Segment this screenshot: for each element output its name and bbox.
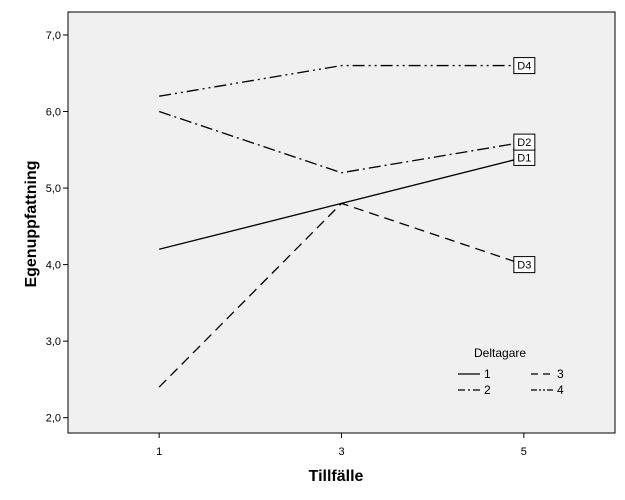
x-tick-label: 3 — [338, 446, 344, 458]
end-label-D1: D1 — [513, 148, 536, 166]
end-label-D4: D4 — [513, 57, 536, 75]
y-tick-label: 7,0 — [46, 30, 61, 42]
x-axis: 1 3 5 — [156, 433, 527, 458]
legend-title: Deltagare — [474, 346, 526, 360]
series-layer — [158, 64, 525, 388]
end-label-text: D4 — [517, 61, 531, 73]
y-tick-label: 6,0 — [46, 107, 61, 119]
end-label-box — [513, 133, 536, 151]
legend-label-1: 1 — [484, 367, 491, 381]
y-tick-label: 3,0 — [46, 336, 61, 348]
end-label-box — [513, 256, 536, 274]
end-label-text: D1 — [517, 152, 531, 164]
x-axis-title: Tillfälle — [309, 468, 364, 485]
end-label-D2: D2 — [513, 133, 536, 151]
legend-label-2: 2 — [484, 383, 491, 397]
end-label-text: D3 — [517, 260, 531, 272]
legend-label-3: 3 — [557, 367, 564, 381]
y-axis-title: Egenuppfattning — [23, 160, 40, 287]
end-label-box — [513, 57, 536, 75]
plot-area — [67, 11, 616, 434]
end-label-text: D2 — [517, 137, 531, 149]
y-tick-label: 2,0 — [46, 413, 61, 425]
legend-label-4: 4 — [557, 383, 564, 397]
series-line-3 — [158, 202, 525, 388]
end-labels: D1 D2 D3 D4 — [513, 57, 536, 274]
x-tick-label: 1 — [156, 446, 162, 458]
y-tick-label: 5,0 — [46, 183, 61, 195]
legend: Deltagare 1 2 3 4 — [458, 346, 564, 397]
series-line-2 — [158, 110, 524, 174]
y-tick-label: 4,0 — [46, 260, 61, 272]
y-axis: 2,0 3,0 4,0 5,0 6,0 7,0 — [46, 30, 68, 425]
end-label-D3: D3 — [513, 256, 536, 274]
x-tick-label: 5 — [521, 446, 527, 458]
series-line-4 — [159, 64, 524, 97]
